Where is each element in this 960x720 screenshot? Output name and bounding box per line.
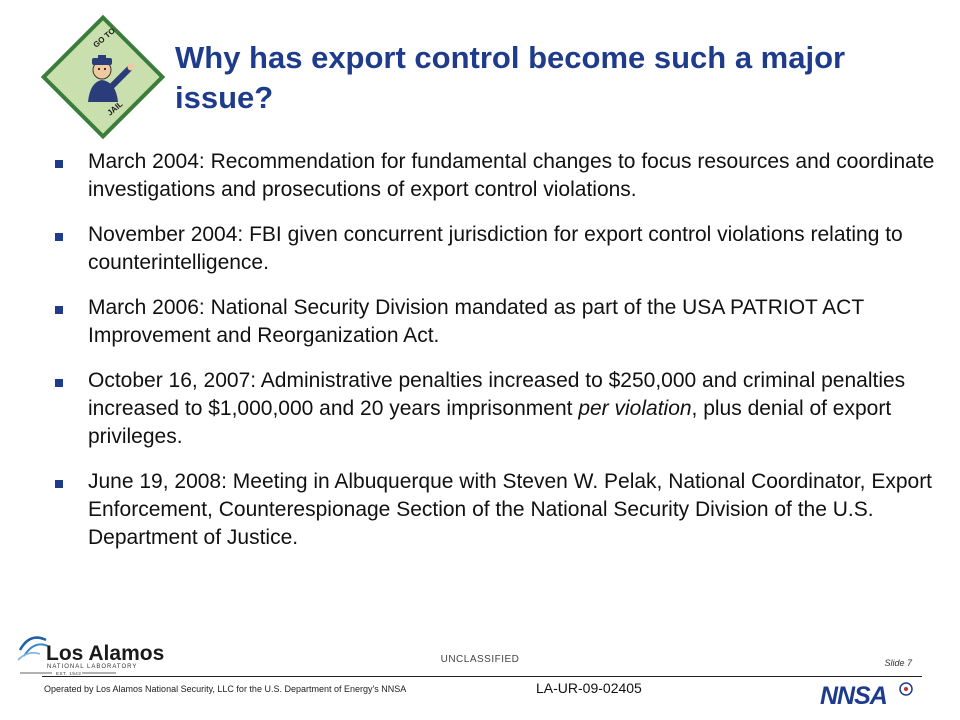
- go-to-jail-icon: GO TO JAIL: [40, 14, 166, 140]
- square-bullet-icon: [55, 233, 63, 241]
- lanl-logo-subtitle: NATIONAL LABORATORY: [47, 664, 137, 670]
- lanl-logo-name: Los Alamos: [46, 642, 164, 665]
- square-bullet-icon: [55, 480, 63, 488]
- bullet-emphasis: per violation: [578, 397, 692, 420]
- bullet-text: November 2004: FBI given concurrent juri…: [88, 223, 903, 274]
- bullet-item: June 19, 2008: Meeting in Albuquerque wi…: [52, 468, 942, 552]
- nnsa-logo: NNSA: [820, 682, 913, 708]
- classification-label: UNCLASSIFIED: [440, 654, 520, 665]
- square-bullet-icon: [55, 160, 63, 168]
- footer-divider: [42, 676, 922, 677]
- bullet-text-part: , plus denial of export privileges.: [88, 397, 892, 448]
- square-bullet-icon: [55, 379, 63, 387]
- los-alamos-logo: Los Alamos NATIONAL LABORATORY EST. 1943: [17, 636, 164, 676]
- bullet-item: March 2006: National Security Division m…: [52, 294, 942, 350]
- slide-number: Slide 7: [884, 658, 912, 668]
- square-bullet-icon: [55, 306, 63, 314]
- slide-title: Why has export control become such a maj…: [175, 40, 846, 115]
- nnsa-logo-text: NNSA: [820, 682, 887, 708]
- bullet-item: November 2004: FBI given concurrent juri…: [52, 221, 942, 277]
- bullet-text: June 19, 2008: Meeting in Albuquerque wi…: [88, 470, 933, 549]
- document-number: LA-UR-09-02405: [536, 680, 642, 696]
- lanl-logo-est: EST. 1943: [56, 671, 81, 676]
- bullet-list: March 2004: Recommendation for fundament…: [52, 148, 942, 569]
- bullet-text-part: October 16, 2007: Administrative penalti…: [88, 369, 906, 420]
- operated-by-text: Operated by Los Alamos National Security…: [44, 684, 407, 694]
- bullet-text: March 2004: Recommendation for fundament…: [88, 150, 935, 201]
- bullet-item: March 2004: Recommendation for fundament…: [52, 148, 942, 204]
- bullet-item: October 16, 2007: Administrative penalti…: [52, 367, 942, 451]
- bullet-text: March 2006: National Security Division m…: [88, 296, 864, 347]
